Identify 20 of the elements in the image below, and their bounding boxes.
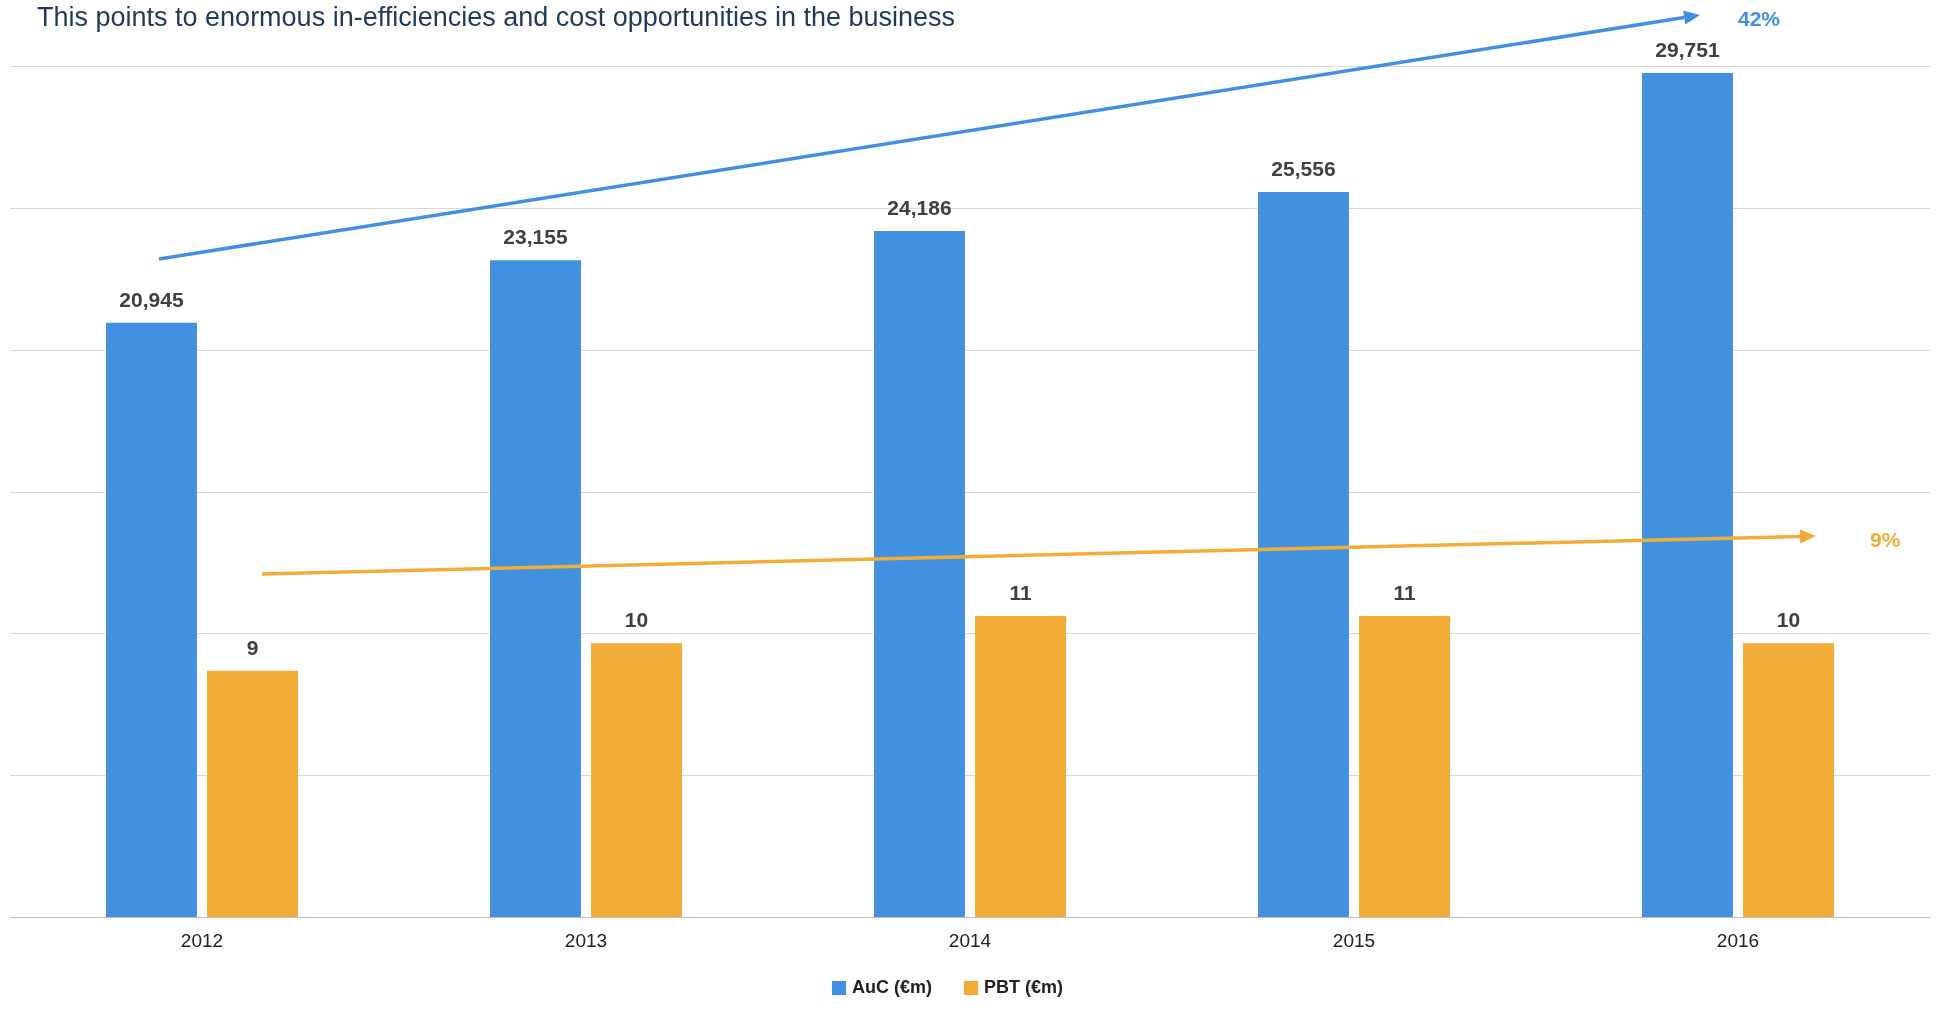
data-label: 20,945 xyxy=(119,287,184,311)
chart-title: This points to enormous in-efficiencies and cost opportunities in the business xyxy=(37,2,956,33)
data-label: 10 xyxy=(624,608,649,632)
annotation: 9% xyxy=(1870,528,1901,551)
data-label: 23,155 xyxy=(503,225,568,249)
data-label: 11 xyxy=(1009,581,1032,604)
data-label: 25,556 xyxy=(1271,157,1336,181)
x-tick-label: 2014 xyxy=(948,929,992,951)
x-tick-label: 2015 xyxy=(1332,929,1376,951)
x-tick-label: 2016 xyxy=(1716,929,1760,951)
x-tick-label: 2012 xyxy=(180,929,224,951)
data-label: 24,186 xyxy=(887,195,952,219)
legend-label: PBT (€m) xyxy=(984,977,1064,997)
data-label: 10 xyxy=(1776,608,1801,632)
data-label: 9 xyxy=(246,635,259,659)
x-tick-label: 2013 xyxy=(564,929,608,951)
data-label: 11 xyxy=(1393,581,1416,604)
text: 42% xyxy=(1738,7,1781,30)
legend-label: AuC (€m) xyxy=(852,977,932,997)
data-label: 29,751 xyxy=(1655,38,1720,62)
